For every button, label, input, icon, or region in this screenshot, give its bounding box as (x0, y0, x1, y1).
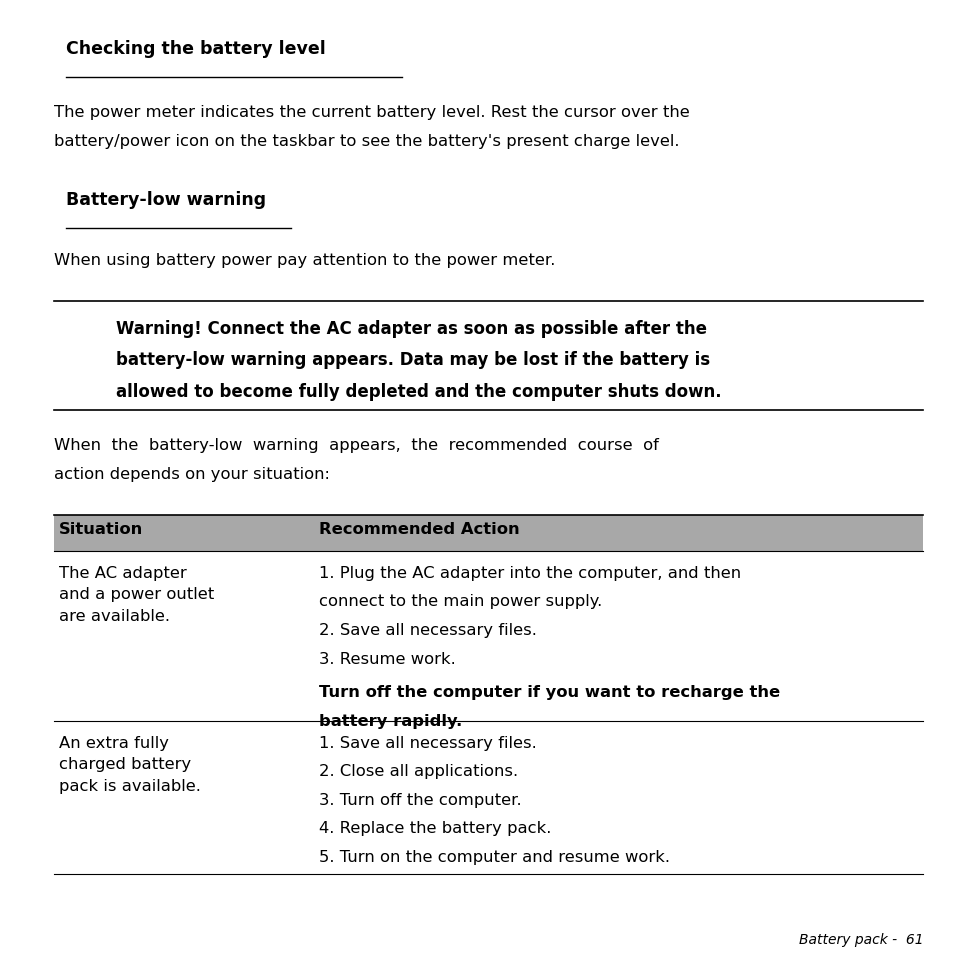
Text: The power meter indicates the current battery level. Rest the cursor over the: The power meter indicates the current ba… (54, 105, 689, 120)
Bar (54, 516, 923, 552)
Text: 3. Turn off the computer.: 3. Turn off the computer. (318, 792, 520, 807)
Text: Turn off the computer if you want to recharge the: Turn off the computer if you want to rec… (318, 684, 779, 700)
Text: Situation: Situation (59, 521, 143, 537)
Text: 2. Save all necessary files.: 2. Save all necessary files. (318, 622, 536, 638)
Text: connect to the main power supply.: connect to the main power supply. (318, 594, 601, 609)
Text: When  the  battery-low  warning  appears,  the  recommended  course  of: When the battery-low warning appears, th… (54, 437, 659, 453)
Text: Battery pack -  61: Battery pack - 61 (798, 932, 923, 946)
Text: 2. Close all applications.: 2. Close all applications. (318, 763, 517, 779)
Text: Battery-low warning: Battery-low warning (66, 191, 266, 209)
Text: 4. Replace the battery pack.: 4. Replace the battery pack. (318, 821, 551, 836)
Text: The AC adapter
and a power outlet
are available.: The AC adapter and a power outlet are av… (59, 565, 214, 623)
Text: 1. Plug the AC adapter into the computer, and then: 1. Plug the AC adapter into the computer… (318, 565, 740, 580)
Text: When using battery power pay attention to the power meter.: When using battery power pay attention t… (54, 253, 556, 268)
Text: Checking the battery level: Checking the battery level (66, 40, 325, 58)
Text: Warning! Connect the AC adapter as soon as possible after the: Warning! Connect the AC adapter as soon … (116, 319, 706, 337)
Text: 1. Save all necessary files.: 1. Save all necessary files. (318, 735, 536, 750)
Text: action depends on your situation:: action depends on your situation: (54, 466, 330, 481)
Text: Recommended Action: Recommended Action (318, 521, 518, 537)
Text: 3. Resume work.: 3. Resume work. (318, 651, 455, 666)
Text: battery/power icon on the taskbar to see the battery's present charge level.: battery/power icon on the taskbar to see… (54, 133, 679, 149)
Text: An extra fully
charged battery
pack is available.: An extra fully charged battery pack is a… (59, 735, 201, 793)
Text: 5. Turn on the computer and resume work.: 5. Turn on the computer and resume work. (318, 849, 669, 864)
Text: battery-low warning appears. Data may be lost if the battery is: battery-low warning appears. Data may be… (116, 351, 710, 369)
Text: allowed to become fully depleted and the computer shuts down.: allowed to become fully depleted and the… (116, 382, 721, 400)
Text: battery rapidly.: battery rapidly. (318, 713, 461, 728)
